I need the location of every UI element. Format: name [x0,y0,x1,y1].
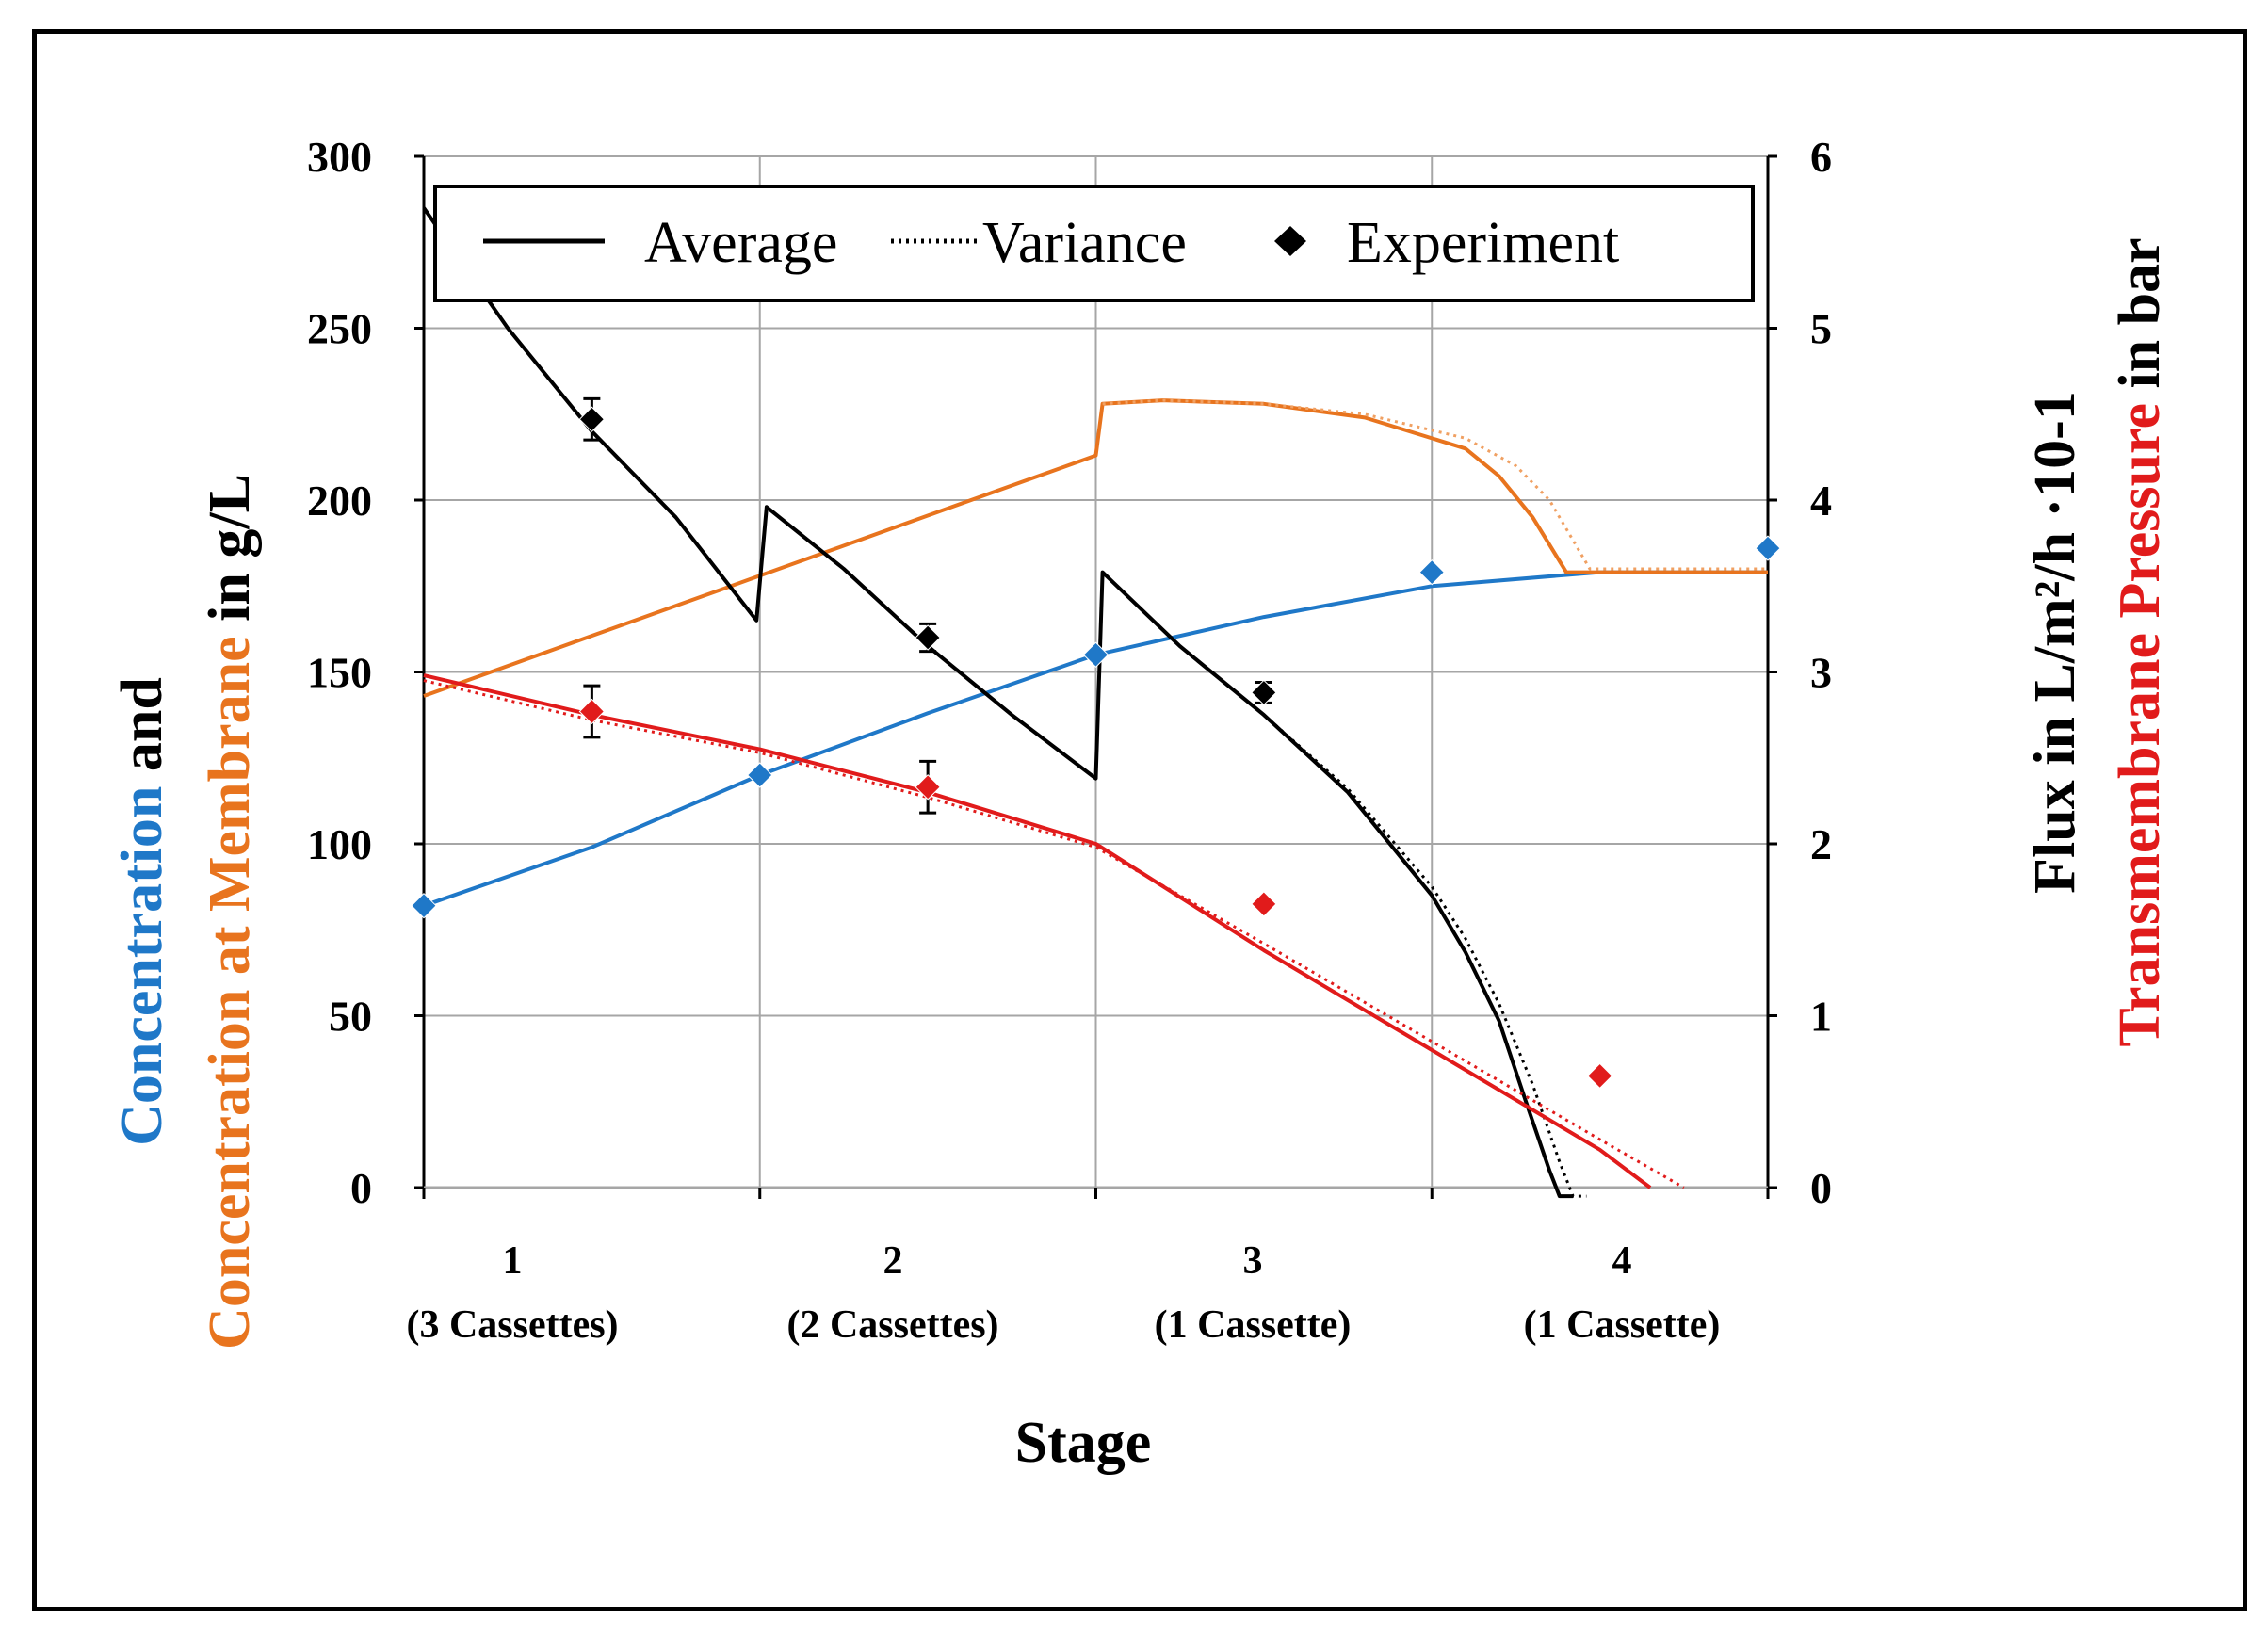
right-tick-label: 6 [1810,133,1832,181]
stage-description: (1 Cassette) [1524,1303,1721,1347]
right-tick-label: 3 [1810,649,1832,697]
experiment-points-layer [411,396,1781,1090]
stage-description: (2 Cassettes) [786,1303,998,1347]
right-tick-label: 2 [1810,820,1832,868]
legend: Average Variance Experiment [433,185,1755,302]
left-title-membrane: Concentration at Membrane [198,636,262,1350]
experiment-point [1418,558,1445,586]
right-tick-label: 4 [1810,477,1832,525]
right-axis-title-line1: Flux in L/m²/h ·10-1 [2023,391,2087,894]
left-axis-title: Concentration and [110,677,174,1146]
right-axis-title: Flux in L/m²/h ·10-1 [2023,391,2087,894]
x-axis-title: Stage [1015,1411,1152,1475]
experiment-point [578,698,606,725]
left-axis-title-line1: Concentration and [110,677,174,1146]
series-line [1102,398,1768,571]
series-line [423,398,1768,698]
right-title-flux: Flux in L/m²/h ·10-1 [2023,391,2087,894]
stage-labels: 1 (3 Cassettes) 2 (2 Cassettes) 3 (1 Cassette… [406,1239,1720,1347]
series-line [1262,713,1587,1198]
legend-average-label: Average [644,211,837,275]
left-title-unit: in g/L [198,474,262,636]
right-tick-label: 5 [1810,305,1832,353]
stage-description: (1 Cassette) [1155,1303,1352,1347]
grid [423,155,1769,1189]
left-tick-label: 250 [307,305,372,353]
stage-number: 2 [883,1239,903,1283]
experiment-point [915,624,941,651]
right-tick-label: 0 [1810,1164,1832,1212]
left-tick-label: 100 [307,820,372,868]
left-title-concentration: Concentration [110,786,174,1146]
experiment-point [1082,641,1110,668]
experiment-point [915,774,941,801]
right-title-tmp: Transmembrane Pressure [2108,403,2172,1047]
left-axis-ticks: 0 50 100 150 200 250 300 [307,133,372,1212]
left-axis-title-line2: Concentration at Membrane in g/L [198,474,262,1350]
left-tick-label: 200 [307,477,372,525]
stage-description: (3 Cassettes) [406,1303,618,1347]
legend-experiment-label: Experiment [1347,211,1619,275]
experiment-point [1251,891,1277,917]
left-tick-label: 0 [350,1164,372,1212]
right-axis-title-2: Transmembrane Pressure in bar [2108,237,2172,1046]
plot-area [414,154,1777,1199]
experiment-point [411,892,437,919]
experiment-point [1586,1062,1613,1090]
right-axis-ticks: 0 1 2 3 4 5 6 [1810,133,1832,1212]
legend-experiment-diamond-icon [1274,226,1306,256]
experiment-point [747,762,773,788]
series-line [422,206,1574,1199]
right-tick-label: 1 [1810,993,1832,1041]
stage-number: 1 [503,1239,523,1283]
left-tick-label: 300 [307,133,372,181]
experiment-point [1755,535,1781,561]
left-axis-title-2: Concentration at Membrane in g/L [198,474,262,1350]
left-tick-label: 150 [307,649,372,697]
experiment-point [578,406,606,432]
legend-variance-label: Variance [982,211,1187,275]
right-title-unit: in bar [2108,237,2172,403]
series-line [423,673,1652,1189]
stage-number: 3 [1243,1239,1263,1283]
left-tick-label: 50 [329,993,372,1041]
experiment-point [1251,679,1277,706]
stage-number: 4 [1612,1239,1632,1283]
right-axis-title-line2: Transmembrane Pressure in bar [2108,237,2172,1046]
left-title-and: and [110,677,174,785]
series-line [423,679,1685,1189]
